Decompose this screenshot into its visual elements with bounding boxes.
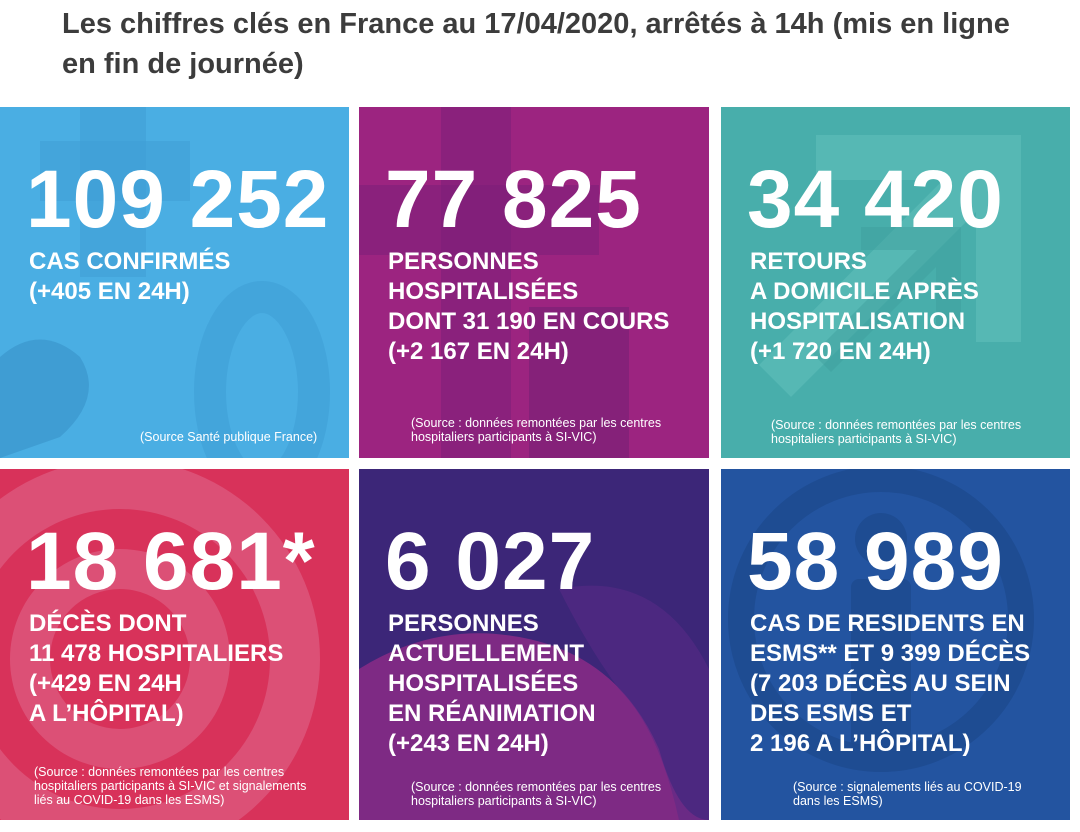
source-line: (Source : données remontées par les cent… [411,780,662,794]
description-line: (+243 EN 24H) [388,730,549,757]
wave-watermark-icon [359,585,709,820]
source-line: hospitaliers participants à SI-VIC) [411,794,597,808]
description-line: (+2 167 EN 24H) [388,338,569,365]
plus-zero-watermark-icon [0,107,330,458]
description-line: 2 196 A L’HÔPITAL) [750,730,971,757]
confirmed-cases-description: CAS CONFIRMÉS (+405 EN 24H) [29,247,230,307]
tile-confirmed-cases: 109 252 CAS CONFIRMÉS (+405 EN 24H) (Sou… [0,107,349,458]
page-title: Les chiffres clés en France au 17/04/202… [62,8,1010,80]
tile-esms: 58 989 CAS DE RESIDENTS EN ESMS** ET 9 3… [721,469,1070,820]
description-line: CAS DE RESIDENTS EN [750,610,1025,637]
description-line: (+405 EN 24H) [29,278,190,305]
returned-home-number: 34 420 [747,154,1004,245]
cross-watermark-icon [359,107,629,458]
description-line: A DOMICILE APRÈS [750,278,979,305]
description-line: RETOURS [750,248,867,275]
description-line: 11 478 HOSPITALIERS [29,640,284,667]
description-line: PERSONNES [388,248,539,275]
description-line: DONT 31 190 EN COURS [388,308,670,335]
confirmed-cases-number: 109 252 [26,154,330,245]
esms-number: 58 989 [747,516,1004,607]
description-line: HOSPITALISATION [750,308,966,335]
description-line: CAS CONFIRMÉS [29,248,231,275]
hospitalized-description: PERSONNES HOSPITALISÉES DONT 31 190 EN C… [388,247,669,367]
icu-number: 6 027 [385,516,596,607]
source-line: (Source : données remontées par les cent… [411,416,662,430]
source-line: hospitaliers participants à SI-VIC) [411,430,597,444]
description-line: A L’HÔPITAL) [29,700,184,727]
source-note: (Source : signalements liés au COVID-19 … [793,780,1022,808]
deaths-number: 18 681* [26,516,316,607]
tile-returned-home: 34 420 RETOURS A DOMICILE APRÈS HOSPITAL… [721,107,1070,458]
source-line: dans les ESMS) [793,794,883,808]
tile-deaths: 18 681* DÉCÈS DONT 11 478 HOSPITALIERS (… [0,469,349,820]
deaths-description: DÉCÈS DONT 11 478 HOSPITALIERS (+429 EN … [29,609,283,729]
description-line: HOSPITALISÉES [388,670,579,697]
description-line: EN RÉANIMATION [388,700,596,727]
description-line: (+1 720 EN 24H) [750,338,931,365]
source-note: (Source : données remontées par les cent… [34,765,306,807]
source-line: (Source Santé publique France) [140,430,318,444]
source-line: hospitaliers participants à SI-VIC et si… [34,779,307,793]
source-line: (Source : signalements liés au COVID-19 [793,780,1022,794]
source-note: (Source Santé publique France) [140,430,317,444]
source-line: (Source : données remontées par les cent… [771,418,1022,432]
arrow-watermark-icon [759,135,1021,397]
esms-description: CAS DE RESIDENTS EN ESMS** ET 9 399 DÉCÈ… [750,609,1030,759]
description-line: PERSONNES [388,610,539,637]
source-note: (Source : données remontées par les cent… [771,418,1021,446]
description-line: ESMS** ET 9 399 DÉCÈS [750,640,1031,667]
source-line: (Source : données remontées par les cent… [34,765,285,779]
description-line: HOSPITALISÉES [388,278,579,305]
description-line: (+429 EN 24H [29,670,182,697]
description-line: DES ESMS ET [750,700,912,727]
circle-watermark-icon [0,469,320,820]
returned-home-description: RETOURS A DOMICILE APRÈS HOSPITALISATION… [750,247,979,367]
description-line: ACTUELLEMENT [388,640,584,667]
source-note: (Source : données remontées par les cent… [411,780,661,808]
hospitalized-number: 77 825 [385,154,642,245]
tile-intensive-care: 6 027 PERSONNES ACTUELLEMENT HOSPITALISÉ… [359,469,709,820]
tile-hospitalized: 77 825 PERSONNES HOSPITALISÉES DONT 31 1… [359,107,709,458]
source-line: hospitaliers participants à SI-VIC) [771,432,957,446]
info-watermark-icon [728,469,1034,772]
source-note: (Source : données remontées par les cent… [411,416,661,444]
source-line: liés au COVID-19 dans les ESMS) [34,793,225,807]
icu-description: PERSONNES ACTUELLEMENT HOSPITALISÉES EN … [388,609,596,759]
description-line: DÉCÈS DONT [29,610,187,637]
description-line: (7 203 DÉCÈS AU SEIN [750,670,1011,697]
